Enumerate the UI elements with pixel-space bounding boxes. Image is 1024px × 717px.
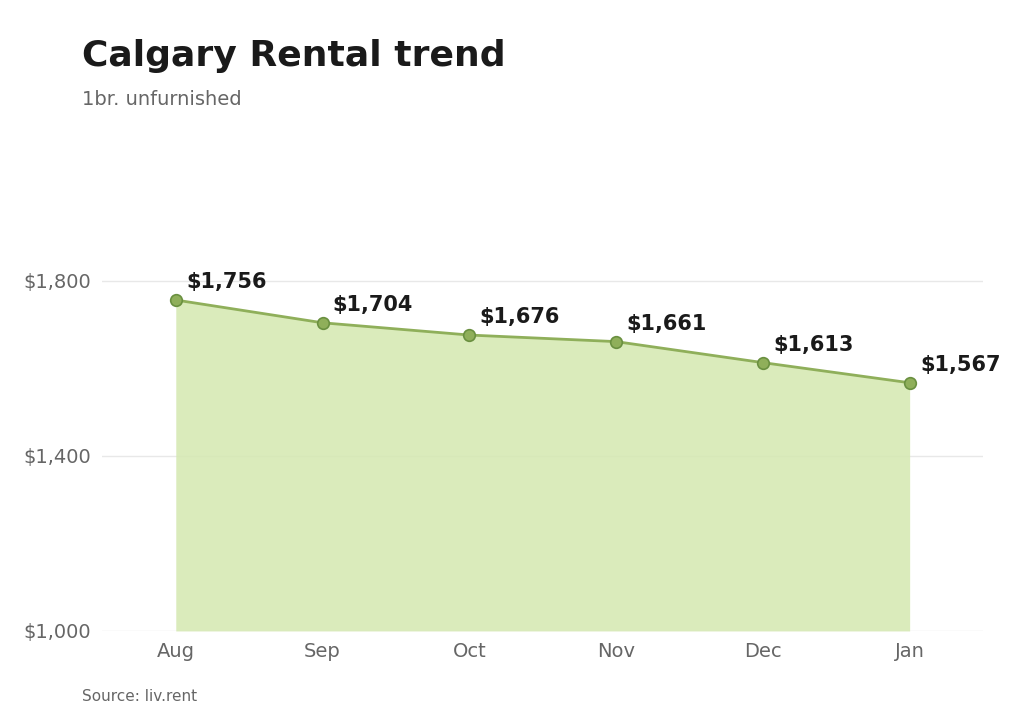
Point: [755, 357, 771, 369]
Point: [461, 329, 477, 341]
Text: $1,756: $1,756: [186, 272, 266, 292]
Text: Calgary Rental trend: Calgary Rental trend: [82, 39, 506, 73]
Point: [314, 317, 331, 328]
Point: [168, 294, 184, 305]
Point: [608, 336, 625, 347]
Text: Source: liv.rent: Source: liv.rent: [82, 689, 197, 704]
Text: $1,661: $1,661: [627, 314, 707, 333]
Text: $1,676: $1,676: [479, 307, 560, 327]
Text: $1,613: $1,613: [773, 335, 854, 355]
Text: $1,704: $1,704: [333, 295, 414, 315]
Text: $1,567: $1,567: [920, 355, 1000, 375]
Text: 1br. unfurnished: 1br. unfurnished: [82, 90, 242, 108]
Point: [901, 377, 918, 389]
